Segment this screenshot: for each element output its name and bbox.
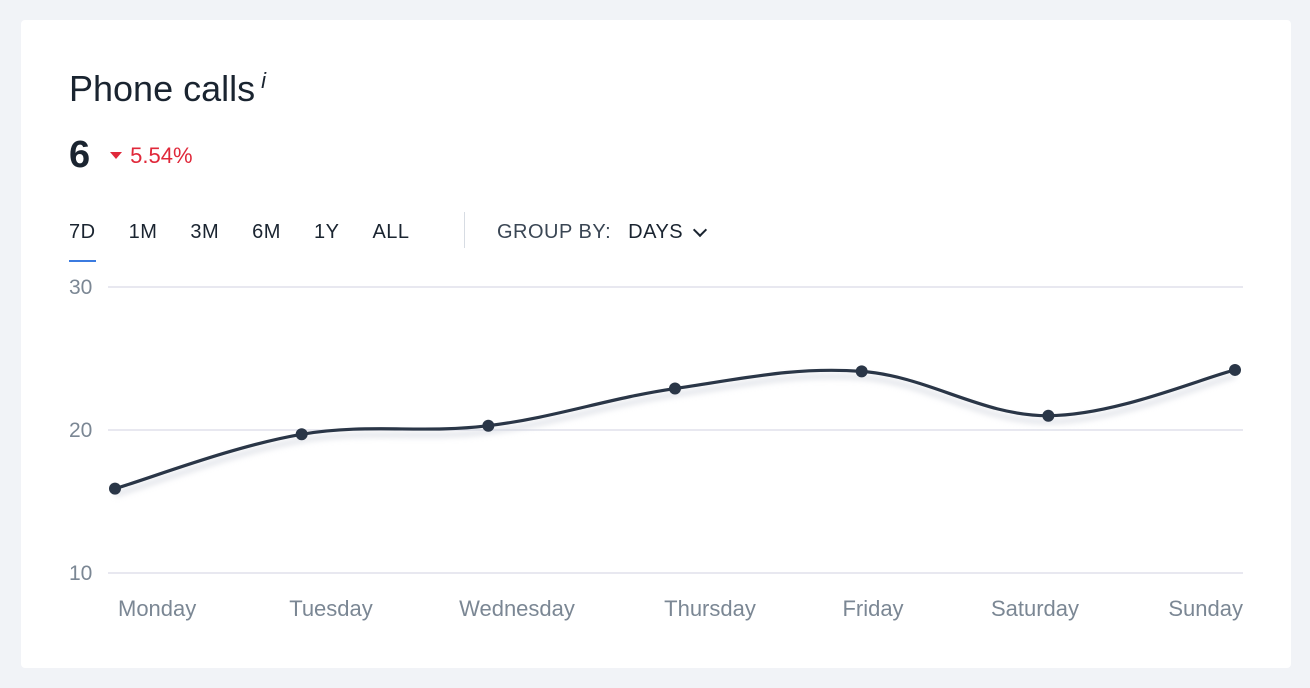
tab-1y[interactable]: 1Y bbox=[313, 221, 340, 243]
group-by-value: DAYS bbox=[628, 220, 684, 243]
line-chart: 10 20 30 Monday Tuesday Wednesday Thursday Frid… bbox=[69, 276, 1243, 621]
toolbar-divider bbox=[464, 212, 465, 248]
tab-1m[interactable]: 1M bbox=[128, 221, 158, 243]
caret-down-icon bbox=[110, 152, 123, 159]
delta-badge: 5.54% bbox=[110, 142, 193, 169]
tab-7d[interactable]: 7D bbox=[69, 220, 96, 262]
y-tick-label: 20 bbox=[69, 419, 92, 442]
tab-6m[interactable]: 6M bbox=[252, 221, 281, 243]
x-tick-label: Monday bbox=[118, 596, 196, 621]
delta-value: 5.54% bbox=[130, 142, 193, 168]
data-point-tuesday[interactable] bbox=[295, 428, 308, 441]
data-point-wednesday[interactable] bbox=[482, 419, 495, 432]
group-by-control: GROUP BY: DAYS bbox=[497, 220, 708, 244]
metric-value: 6 bbox=[69, 134, 91, 176]
x-tick-label: Friday bbox=[842, 596, 903, 621]
x-tick-label: Saturday bbox=[991, 596, 1079, 621]
x-tick-label: Tuesday bbox=[289, 596, 373, 621]
y-tick-label: 30 bbox=[69, 276, 92, 299]
group-by-select[interactable]: DAYS bbox=[628, 220, 708, 244]
data-point-thursday[interactable] bbox=[669, 382, 681, 395]
page-title: Phone calls i bbox=[69, 68, 266, 110]
x-tick-label: Thursday bbox=[664, 596, 756, 621]
title-text: Phone calls bbox=[69, 68, 256, 109]
data-point-friday[interactable] bbox=[855, 365, 868, 378]
x-tick-label: Sunday bbox=[1168, 596, 1243, 621]
phone-calls-card: Phone calls i 6 5.54% 7D 1M 3M 6M 1Y ALL … bbox=[21, 20, 1291, 668]
x-tick-label: Wednesday bbox=[459, 596, 575, 621]
group-by-label: GROUP BY: bbox=[497, 220, 612, 243]
metric-row: 6 5.54% bbox=[69, 134, 193, 177]
data-point-monday[interactable] bbox=[109, 482, 121, 495]
data-point-sunday[interactable] bbox=[1229, 363, 1241, 376]
range-tabs: 7D 1M 3M 6M 1Y ALL bbox=[69, 220, 443, 264]
tab-all[interactable]: ALL bbox=[372, 221, 410, 243]
info-icon[interactable]: i bbox=[261, 68, 267, 93]
y-tick-label: 10 bbox=[69, 562, 92, 585]
tab-3m[interactable]: 3M bbox=[190, 221, 220, 243]
data-point-saturday[interactable] bbox=[1042, 409, 1055, 422]
